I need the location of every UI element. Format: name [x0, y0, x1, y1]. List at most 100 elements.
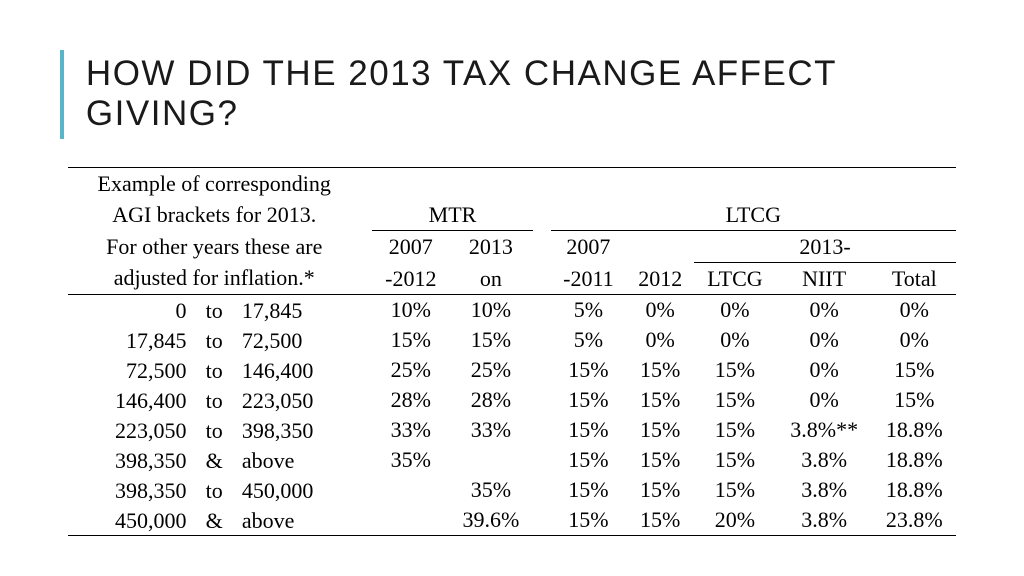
- ltcg-2013-total: 18.8%: [873, 415, 956, 445]
- gap: [533, 385, 551, 415]
- mtr-2013-on: 25%: [449, 355, 532, 385]
- bracket-sep: to: [192, 415, 235, 445]
- ltcg-2012: 0%: [626, 325, 694, 355]
- gap: [360, 445, 372, 475]
- mtr-2013-on: [449, 445, 532, 475]
- col-mtr-a2: -2012: [372, 262, 449, 294]
- gap: [533, 445, 551, 475]
- gap: [360, 415, 372, 445]
- table-row: 0to17,84510%10%5%0%0%0%0%: [68, 294, 956, 325]
- bracket-to: above: [236, 445, 361, 475]
- gap: [533, 325, 551, 355]
- col-ltcg-a2: -2011: [551, 262, 627, 294]
- mtr-2007-2012: [372, 475, 449, 505]
- bracket-sep: &: [192, 445, 235, 475]
- bracket-sep: to: [192, 355, 235, 385]
- mtr-2007-2012: 25%: [372, 355, 449, 385]
- ltcg-2013-ltcg: 15%: [694, 475, 776, 505]
- bracket-to: 398,350: [236, 415, 361, 445]
- table-row: 72,500to146,40025%25%15%15%15%0%15%: [68, 355, 956, 385]
- ltcg-2007-2011: 15%: [551, 475, 627, 505]
- col-ltcg-2013: 2013-: [694, 231, 956, 263]
- ltcg-2007-2011: 5%: [551, 325, 627, 355]
- ltcg-2013-ltcg: 15%: [694, 355, 776, 385]
- table-body: 0to17,84510%10%5%0%0%0%0%17,845to72,5001…: [68, 294, 956, 535]
- gap: [360, 385, 372, 415]
- col-sub-niit: NIIT: [776, 262, 873, 294]
- ltcg-2013-total: 0%: [873, 325, 956, 355]
- mtr-2013-on: 33%: [449, 415, 532, 445]
- mtr-2013-on: 10%: [449, 294, 532, 325]
- ltcg-2013-total: 23.8%: [873, 505, 956, 536]
- gap: [360, 505, 372, 536]
- ltcg-2013-niit: 0%: [776, 294, 873, 325]
- bracket-from: 450,000: [68, 505, 192, 536]
- ltcg-2013-total: 18.8%: [873, 475, 956, 505]
- table-container: Example of corresponding AGI brackets fo…: [40, 167, 984, 536]
- page-title: HOW DID THE 2013 TAX CHANGE AFFECT GIVIN…: [86, 50, 984, 139]
- bracket-sep: to: [192, 475, 235, 505]
- ltcg-2007-2011: 15%: [551, 355, 627, 385]
- ltcg-2013-total: 0%: [873, 294, 956, 325]
- ltcg-2013-niit: 0%: [776, 355, 873, 385]
- bracket-from: 0: [68, 294, 192, 325]
- ltcg-2007-2011: 15%: [551, 445, 627, 475]
- col-ltcg-a: 2007: [551, 231, 627, 263]
- slide: HOW DID THE 2013 TAX CHANGE AFFECT GIVIN…: [0, 0, 1024, 576]
- bracket-sep: &: [192, 505, 235, 536]
- accent-bar: [60, 50, 64, 139]
- col-sub-total: Total: [873, 262, 956, 294]
- gap: [360, 475, 372, 505]
- ltcg-2007-2011: 15%: [551, 505, 627, 536]
- header-row-4: adjusted for inflation.* -2012 on -2011 …: [68, 262, 956, 294]
- ltcg-2013-niit: 3.8%: [776, 445, 873, 475]
- tax-table: Example of corresponding AGI brackets fo…: [68, 167, 956, 536]
- table-row: 398,350&above35%15%15%15%3.8%18.8%: [68, 445, 956, 475]
- col-ltcg-b: 2012: [626, 262, 694, 294]
- bracket-to: 72,500: [236, 325, 361, 355]
- bracket-to: 450,000: [236, 475, 361, 505]
- ltcg-2012: 15%: [626, 415, 694, 445]
- bracket-from: 223,050: [68, 415, 192, 445]
- col-mtr-a: 2007: [372, 231, 449, 263]
- ltcg-2007-2011: 15%: [551, 385, 627, 415]
- mtr-2007-2012: 28%: [372, 385, 449, 415]
- mtr-2013-on: 28%: [449, 385, 532, 415]
- gap: [533, 415, 551, 445]
- ltcg-2012: 0%: [626, 294, 694, 325]
- bracket-from: 398,350: [68, 475, 192, 505]
- bracket-to: 223,050: [236, 385, 361, 415]
- bracket-sep: to: [192, 385, 235, 415]
- bracket-from: 72,500: [68, 355, 192, 385]
- col-group-ltcg: LTCG: [551, 199, 956, 231]
- bracket-to: 17,845: [236, 294, 361, 325]
- ltcg-2013-niit: 3.8%**: [776, 415, 873, 445]
- mtr-2013-on: 15%: [449, 325, 532, 355]
- gap: [360, 294, 372, 325]
- table-row: 146,400to223,05028%28%15%15%15%0%15%: [68, 385, 956, 415]
- bracket-to: above: [236, 505, 361, 536]
- gap: [533, 355, 551, 385]
- bracket-desc-3: For other years these are: [68, 231, 360, 263]
- ltcg-2013-ltcg: 15%: [694, 445, 776, 475]
- header-row-2: AGI brackets for 2013. MTR LTCG: [68, 199, 956, 231]
- ltcg-2013-total: 15%: [873, 385, 956, 415]
- gap: [533, 505, 551, 536]
- ltcg-2013-niit: 3.8%: [776, 505, 873, 536]
- ltcg-2013-ltcg: 20%: [694, 505, 776, 536]
- mtr-2007-2012: [372, 505, 449, 536]
- gap: [533, 475, 551, 505]
- mtr-2007-2012: 15%: [372, 325, 449, 355]
- ltcg-2013-niit: 0%: [776, 325, 873, 355]
- ltcg-2013-ltcg: 15%: [694, 415, 776, 445]
- table-head: Example of corresponding AGI brackets fo…: [68, 167, 956, 294]
- bracket-desc-2: AGI brackets for 2013.: [68, 199, 360, 231]
- col-mtr-b: 2013: [449, 231, 532, 263]
- ltcg-2013-ltcg: 0%: [694, 325, 776, 355]
- mtr-2013-on: 39.6%: [449, 505, 532, 536]
- gap: [360, 325, 372, 355]
- bracket-desc-4: adjusted for inflation.*: [68, 262, 360, 294]
- mtr-2007-2012: 35%: [372, 445, 449, 475]
- ltcg-2013-total: 18.8%: [873, 445, 956, 475]
- header-row-1: Example of corresponding: [68, 167, 956, 199]
